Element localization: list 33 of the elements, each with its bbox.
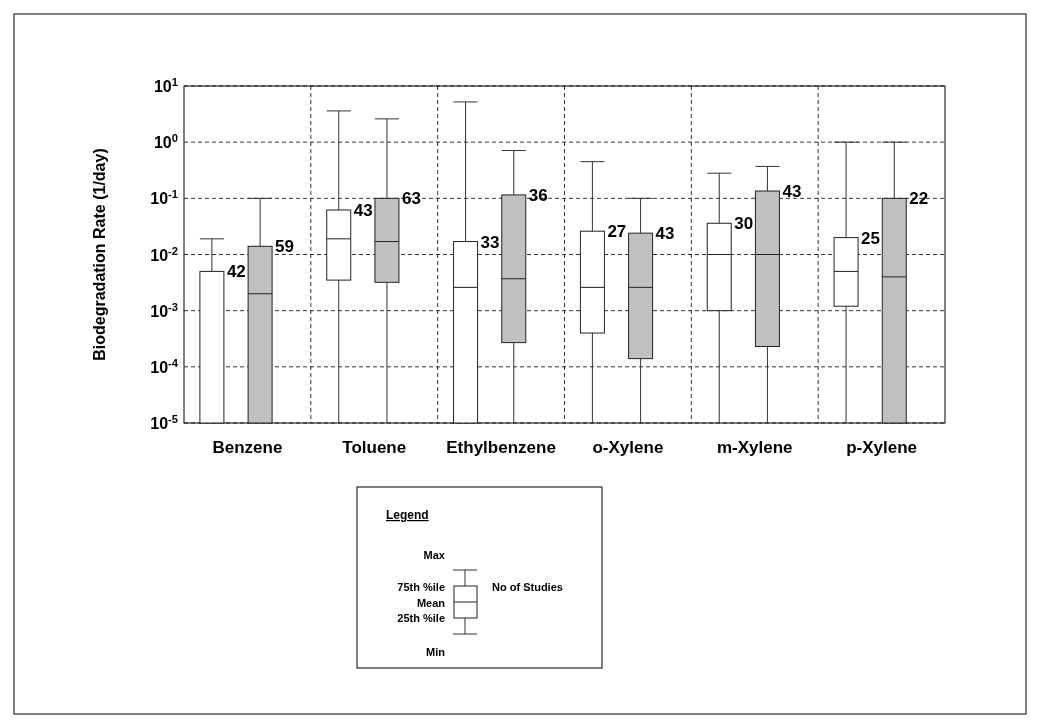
text: 63 — [401, 189, 421, 209]
y-axis-title: Biodegradation Rate (1/day) — [91, 148, 108, 361]
text: Legend — [386, 508, 429, 522]
y-tick-label: 10$^{1}$ — [153, 76, 178, 95]
x-tick-label: o-Xylene — [592, 438, 664, 457]
text: Mean — [416, 597, 446, 609]
text: 43 — [655, 224, 675, 244]
text: Max — [423, 549, 446, 561]
y-tick-label: 10$^{-3}$ — [150, 300, 178, 320]
text: 43 — [782, 182, 802, 202]
x-tick-label: m-Xylene — [716, 438, 793, 457]
y-tick-label: 10$^{-1}$ — [150, 188, 178, 208]
x-tick-label: Benzene — [212, 438, 283, 457]
text: 25th %ile — [397, 612, 445, 624]
x-tick-label: Toluene — [342, 438, 407, 457]
text: 43 — [353, 200, 373, 220]
text: 33 — [480, 232, 500, 252]
text: 75th %ile — [397, 581, 445, 593]
text: 59 — [275, 237, 295, 257]
x-tick-label: p-Xylene — [846, 438, 918, 457]
text: 42 — [226, 262, 246, 282]
y-tick-label: 10$^{-2}$ — [150, 244, 178, 264]
text: 22 — [909, 189, 929, 209]
text: Min — [426, 646, 446, 658]
x-tick-label: Ethylbenzene — [446, 438, 556, 457]
text: 30 — [734, 214, 754, 234]
y-tick-label: 10$^{-5}$ — [150, 413, 178, 432]
text: No of Studies — [492, 581, 563, 593]
text: 27 — [607, 222, 627, 242]
text: 36 — [528, 185, 548, 205]
y-tick-label: 10$^{-4}$ — [150, 356, 179, 376]
text: 25 — [861, 228, 880, 248]
y-tick-label: 10$^{0}$ — [153, 132, 178, 152]
